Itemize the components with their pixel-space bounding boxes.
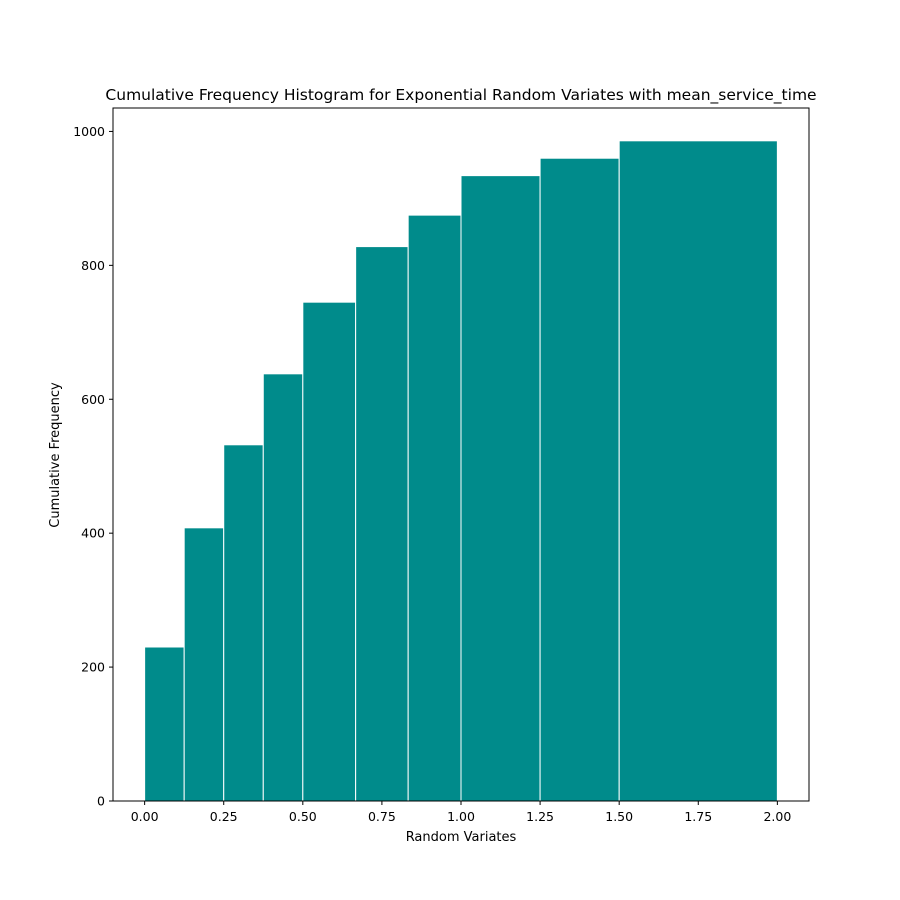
x-tick-label: 0.50 (289, 809, 317, 824)
y-tick-label: 400 (81, 526, 105, 541)
histogram-bar (539, 157, 620, 802)
histogram-bar (355, 246, 409, 802)
x-tick-label: 1.00 (447, 809, 475, 824)
y-tick-label: 800 (81, 258, 105, 273)
histogram-bar (262, 373, 304, 802)
y-tick-label: 0 (97, 794, 105, 809)
x-tick-label: 1.75 (684, 809, 712, 824)
x-axis: 0.00 0.25 0.50 0.75 1.00 1.25 1.50 1.75 2.00 (131, 801, 791, 824)
x-tick-label: 0.25 (210, 809, 238, 824)
histogram-bar (144, 646, 185, 802)
chart-title: Cumulative Frequency Histogram for Expon… (105, 86, 816, 105)
histogram-bar (460, 175, 541, 802)
x-axis-label: Random Variates (406, 830, 517, 845)
y-tick-label: 1000 (73, 124, 105, 139)
y-axis-label: Cumulative Frequency (48, 382, 63, 528)
y-tick-label: 200 (81, 660, 105, 675)
histogram-bar (302, 301, 357, 802)
histogram-bar (183, 527, 225, 802)
y-axis: 0 200 400 600 800 1000 (73, 124, 113, 809)
x-tick-label: 0.00 (131, 809, 159, 824)
bars-group (144, 140, 778, 802)
histogram-bar (618, 140, 778, 802)
histogram-bar (407, 214, 462, 802)
x-tick-label: 1.25 (526, 809, 554, 824)
histogram-bar (223, 444, 264, 802)
x-tick-label: 2.00 (763, 809, 791, 824)
y-tick-label: 600 (81, 392, 105, 407)
x-tick-label: 0.75 (368, 809, 396, 824)
x-tick-label: 1.50 (605, 809, 633, 824)
